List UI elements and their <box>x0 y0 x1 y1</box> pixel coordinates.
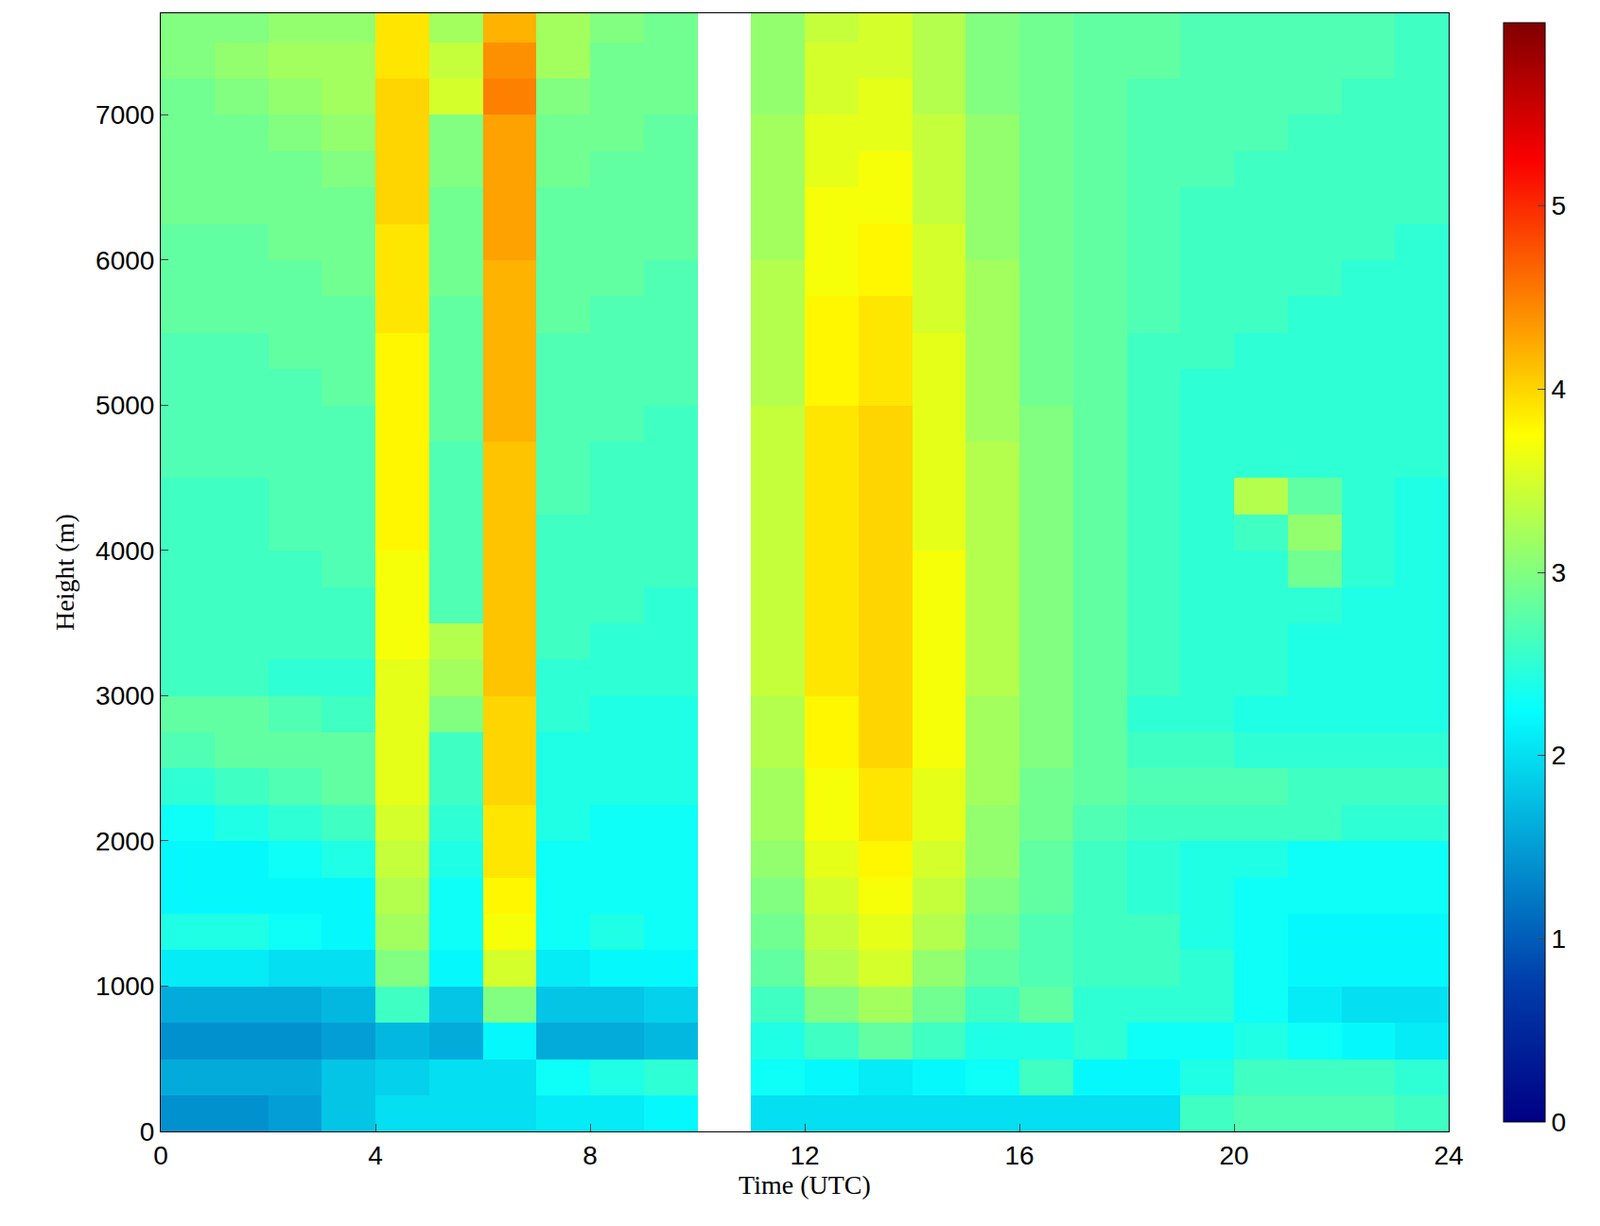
svg-text:5: 5 <box>1551 191 1567 221</box>
svg-text:7000: 7000 <box>95 100 155 130</box>
svg-text:4: 4 <box>1551 374 1567 404</box>
svg-text:5000: 5000 <box>95 390 155 420</box>
svg-text:4: 4 <box>367 1140 383 1170</box>
svg-text:0: 0 <box>153 1140 169 1170</box>
svg-text:12: 12 <box>789 1140 819 1170</box>
svg-text:8: 8 <box>582 1140 598 1170</box>
svg-text:3000: 3000 <box>95 680 155 711</box>
svg-text:16: 16 <box>1004 1140 1034 1170</box>
svg-text:4000: 4000 <box>95 536 155 566</box>
svg-text:0: 0 <box>139 1116 156 1147</box>
svg-text:2000: 2000 <box>95 826 155 856</box>
svg-text:1000: 1000 <box>95 971 155 1001</box>
svg-text:Height (m): Height (m) <box>50 513 80 631</box>
svg-text:1: 1 <box>1551 923 1567 954</box>
svg-text:Time (UTC): Time (UTC) <box>738 1169 871 1200</box>
svg-text:24: 24 <box>1433 1140 1463 1170</box>
svg-text:6000: 6000 <box>95 245 155 276</box>
svg-text:3: 3 <box>1551 557 1567 588</box>
svg-text:0: 0 <box>1551 1107 1567 1137</box>
svg-text:2: 2 <box>1551 740 1567 770</box>
svg-text:20: 20 <box>1218 1140 1249 1170</box>
